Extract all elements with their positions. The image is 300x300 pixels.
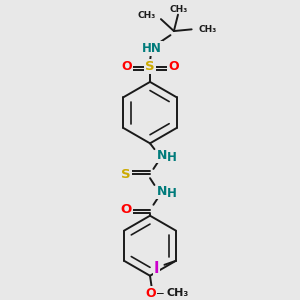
Text: O: O: [146, 287, 156, 300]
Text: I: I: [154, 261, 159, 276]
Text: S: S: [145, 60, 155, 73]
Text: N: N: [157, 149, 167, 162]
Text: CH₃: CH₃: [166, 289, 188, 298]
Text: HN: HN: [142, 42, 162, 55]
Text: CH₃: CH₃: [199, 25, 217, 34]
Text: H: H: [167, 151, 176, 164]
Text: O: O: [121, 203, 132, 216]
Text: O: O: [168, 60, 179, 73]
Text: CH₃: CH₃: [169, 5, 188, 14]
Text: H: H: [167, 187, 176, 200]
Text: N: N: [157, 184, 167, 198]
Text: S: S: [121, 168, 131, 181]
Text: O: O: [121, 60, 132, 73]
Text: CH₃: CH₃: [138, 11, 156, 20]
